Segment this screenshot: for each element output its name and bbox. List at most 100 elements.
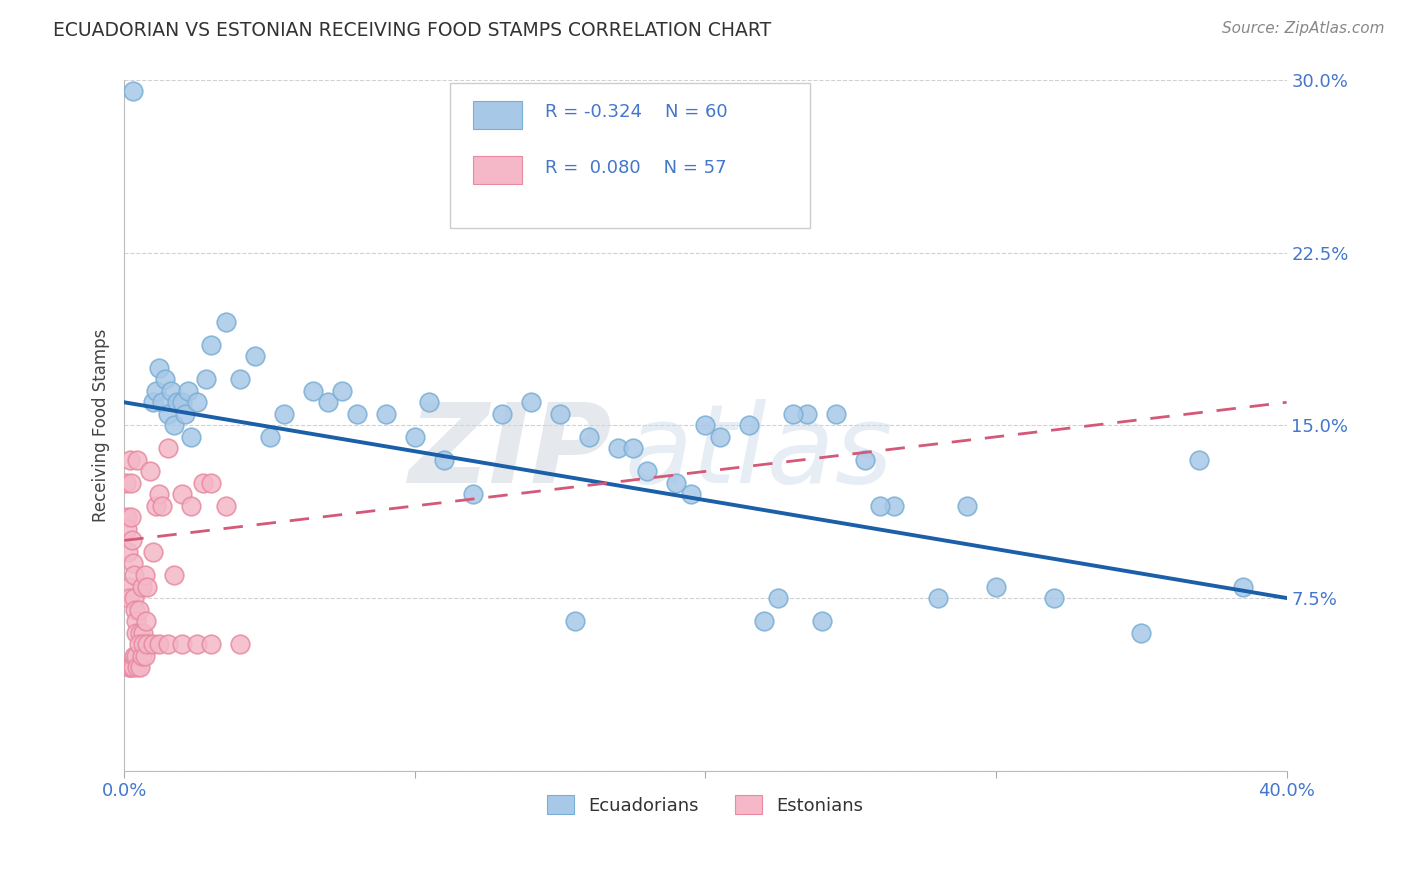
Text: atlas: atlas xyxy=(624,400,893,507)
Point xyxy=(142,637,165,651)
Point xyxy=(114,475,136,490)
Point xyxy=(125,625,148,640)
Y-axis label: Receiving Food Stamps: Receiving Food Stamps xyxy=(93,328,110,522)
Point xyxy=(330,384,353,398)
Point xyxy=(124,602,146,616)
Bar xyxy=(472,101,522,129)
Point xyxy=(132,637,155,651)
Point xyxy=(117,660,139,674)
Point xyxy=(709,430,731,444)
Point xyxy=(186,395,208,409)
Text: ZIP: ZIP xyxy=(409,400,613,507)
Point xyxy=(180,430,202,444)
Point xyxy=(1043,591,1066,605)
Point xyxy=(172,487,194,501)
Point xyxy=(122,85,145,99)
Point xyxy=(172,637,194,651)
Point xyxy=(117,580,139,594)
Point xyxy=(636,464,658,478)
Point xyxy=(153,372,176,386)
Text: R =  0.080    N = 57: R = 0.080 N = 57 xyxy=(546,159,727,177)
Point xyxy=(215,315,238,329)
Point xyxy=(191,475,214,490)
Text: Source: ZipAtlas.com: Source: ZipAtlas.com xyxy=(1222,21,1385,36)
Point xyxy=(200,337,222,351)
Point xyxy=(302,384,325,398)
Point xyxy=(194,372,217,386)
Point xyxy=(984,580,1007,594)
Legend: Ecuadorians, Estonians: Ecuadorians, Estonians xyxy=(538,787,873,824)
Point xyxy=(120,475,142,490)
Point xyxy=(174,407,197,421)
Point xyxy=(162,418,184,433)
Point xyxy=(115,510,138,524)
Point xyxy=(128,637,150,651)
Point xyxy=(186,637,208,651)
Point xyxy=(738,418,761,433)
Point xyxy=(121,533,143,548)
Point xyxy=(548,407,571,421)
Point xyxy=(136,637,159,651)
Point xyxy=(180,499,202,513)
Point xyxy=(135,614,157,628)
Point xyxy=(621,442,644,456)
Point xyxy=(128,602,150,616)
Point xyxy=(665,475,688,490)
Point xyxy=(148,487,170,501)
Point xyxy=(927,591,949,605)
Point xyxy=(125,614,148,628)
Point xyxy=(825,407,848,421)
Point xyxy=(883,499,905,513)
Point xyxy=(129,660,152,674)
Point xyxy=(215,499,238,513)
Point xyxy=(162,568,184,582)
Point xyxy=(782,407,804,421)
Point xyxy=(148,637,170,651)
Point xyxy=(578,430,600,444)
Point xyxy=(752,614,775,628)
Point xyxy=(150,395,173,409)
Point xyxy=(156,407,179,421)
Point xyxy=(564,614,586,628)
Point xyxy=(433,453,456,467)
Point xyxy=(177,384,200,398)
Point xyxy=(127,660,149,674)
Point xyxy=(461,487,484,501)
Point xyxy=(115,522,138,536)
Text: R = -0.324    N = 60: R = -0.324 N = 60 xyxy=(546,103,728,121)
Point xyxy=(145,499,167,513)
Point xyxy=(132,625,155,640)
Point xyxy=(607,442,630,456)
Point xyxy=(134,648,156,663)
Point xyxy=(134,568,156,582)
Point xyxy=(121,510,143,524)
Point xyxy=(491,407,513,421)
Point xyxy=(229,372,252,386)
Point xyxy=(129,625,152,640)
Point xyxy=(127,453,149,467)
Point xyxy=(122,568,145,582)
Point xyxy=(346,407,368,421)
Point xyxy=(142,545,165,559)
Point xyxy=(150,499,173,513)
Text: ECUADORIAN VS ESTONIAN RECEIVING FOOD STAMPS CORRELATION CHART: ECUADORIAN VS ESTONIAN RECEIVING FOOD ST… xyxy=(53,21,772,39)
Point xyxy=(131,648,153,663)
Point xyxy=(374,407,396,421)
Point xyxy=(121,660,143,674)
Point xyxy=(172,395,194,409)
Point xyxy=(200,475,222,490)
Point xyxy=(138,637,160,651)
Point xyxy=(122,557,145,571)
Point xyxy=(404,430,426,444)
Point xyxy=(166,395,188,409)
Point xyxy=(136,580,159,594)
Point xyxy=(1232,580,1254,594)
Point xyxy=(131,580,153,594)
Point xyxy=(853,453,876,467)
Point xyxy=(418,395,440,409)
Point xyxy=(695,418,717,433)
Point xyxy=(124,648,146,663)
Point xyxy=(766,591,789,605)
Point xyxy=(520,395,543,409)
Point xyxy=(156,442,179,456)
